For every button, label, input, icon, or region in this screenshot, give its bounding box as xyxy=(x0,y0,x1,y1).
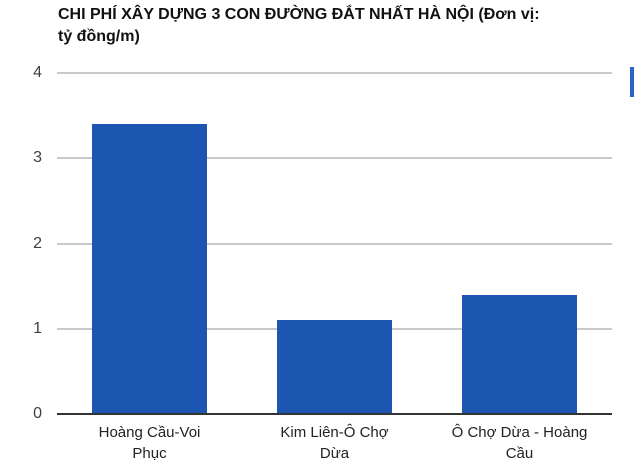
y-tick-label: 1 xyxy=(33,319,42,337)
scrollbar-thumb-fragment[interactable] xyxy=(630,67,634,97)
gridline xyxy=(57,157,612,160)
gridline xyxy=(57,242,612,245)
x-axis-line xyxy=(57,413,612,415)
bar-1[interactable] xyxy=(91,124,207,414)
y-tick-label: 0 xyxy=(33,405,42,422)
y-tick-label: 4 xyxy=(33,64,42,81)
bar-3[interactable] xyxy=(462,294,577,414)
x-axis-labels: Hoàng Cầu-Voi Phục Kim Liên-Ô Chợ Dừa Ô Chợ … xyxy=(57,422,612,468)
chart-title-line-1: CHI PHÍ XÂY DỰNG 3 CON ĐƯỜNG ĐẮT NHẤT HÀ… xyxy=(58,6,540,23)
y-tick-label: 3 xyxy=(33,149,42,167)
x-category-label: Kim Liên-Ô Chợ Dừa xyxy=(280,424,389,462)
plot-area: 0 1 2 3 4 xyxy=(33,64,612,422)
x-category-label: Hoàng Cầu-Voi Phục xyxy=(98,424,201,462)
x-category-label: Ô Chợ Dừa - Hoàng Cầu xyxy=(451,424,588,462)
chart-title-line-2: tỷ đồng/m) xyxy=(58,28,140,45)
bar-2[interactable] xyxy=(277,320,392,414)
gridline xyxy=(57,72,612,74)
y-tick-label: 2 xyxy=(33,234,42,252)
chart-title: CHI PHÍ XÂY DỰNG 3 CON ĐƯỜNG ĐẮT NHẤT HÀ… xyxy=(58,4,610,48)
